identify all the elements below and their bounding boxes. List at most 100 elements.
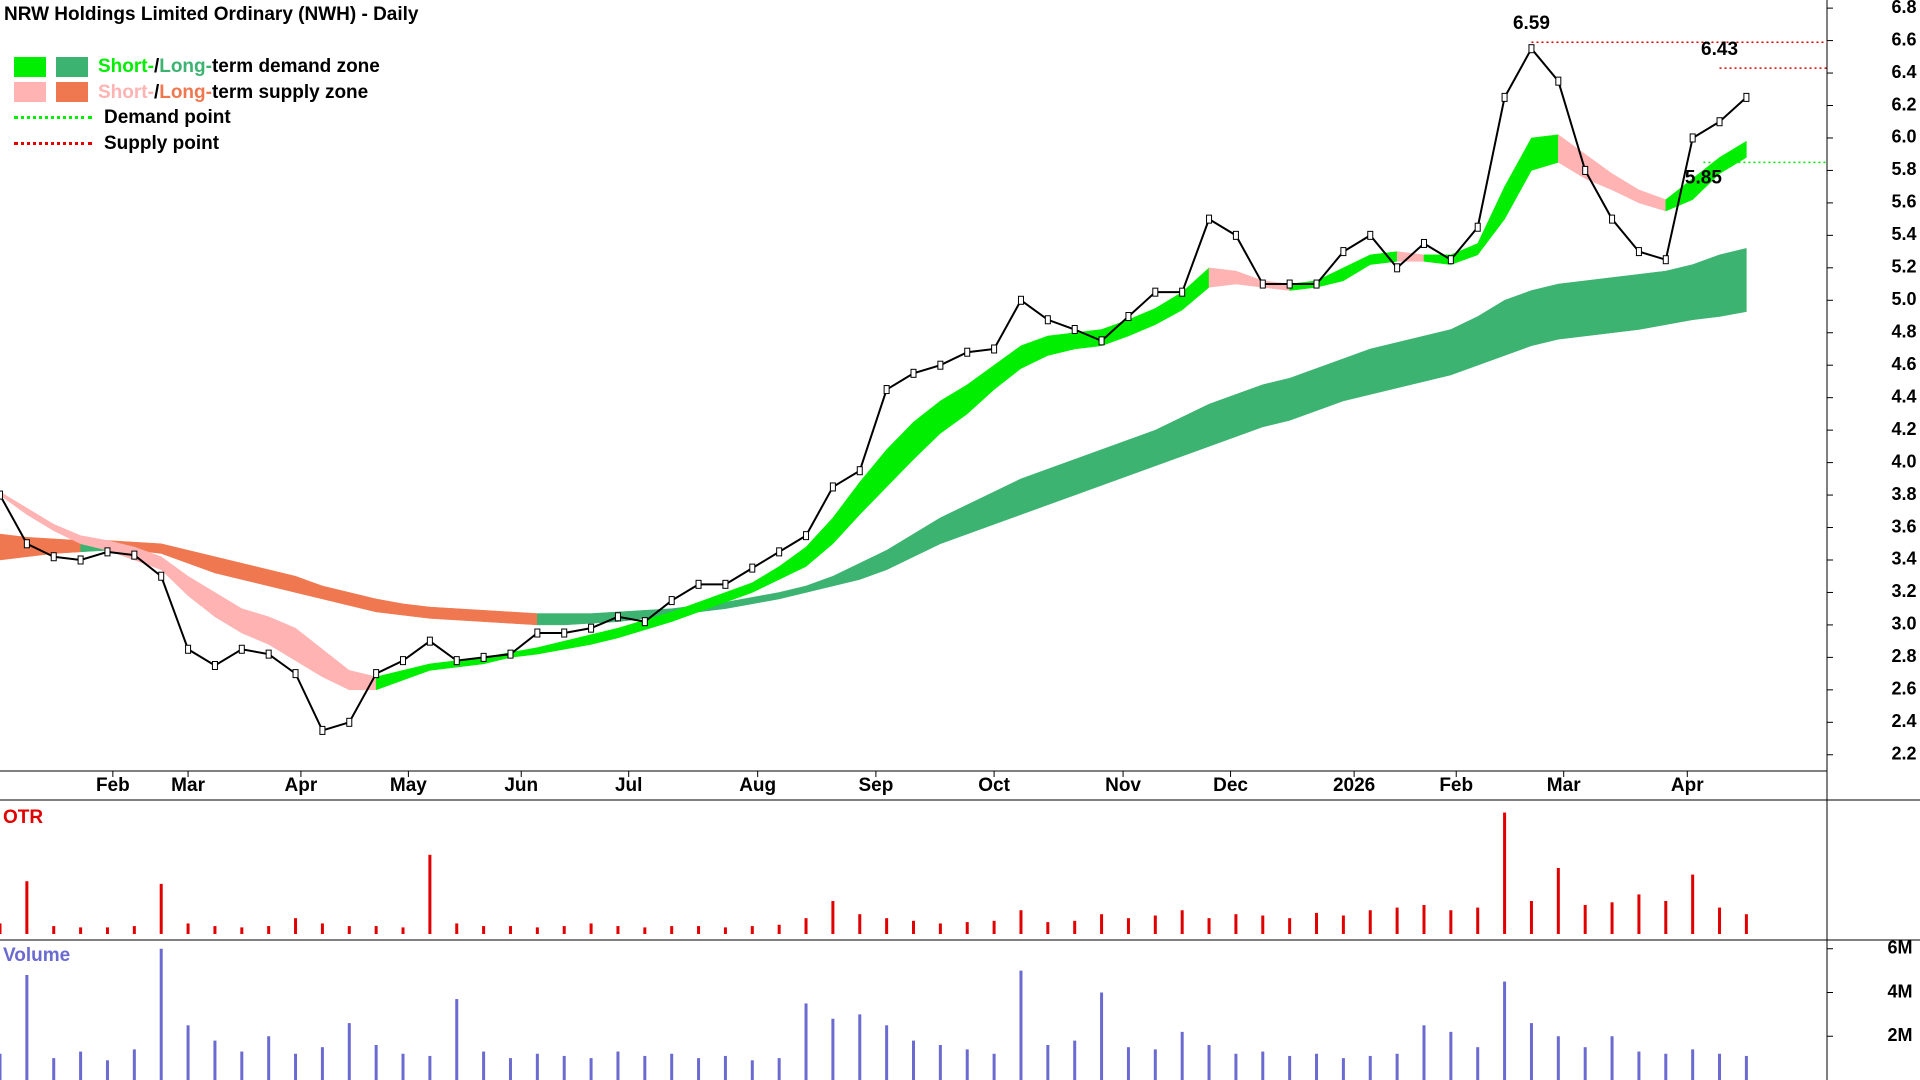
volume-bar: [482, 1051, 486, 1080]
level-label: 5.85: [1685, 167, 1722, 188]
short-term-zone: [1235, 270, 1264, 288]
otr-bar: [643, 927, 647, 934]
price-point: [77, 555, 84, 565]
volume-bar: [1556, 1036, 1560, 1080]
y-tick-label: 4M: [1887, 981, 1912, 1001]
volume-bar: [267, 1036, 271, 1080]
volume-bar: [1234, 1053, 1238, 1080]
legend-swatch: [56, 56, 88, 77]
otr-bar: [885, 918, 889, 934]
legend-text: term demand zone: [211, 56, 380, 77]
long-term-zone: [1155, 416, 1183, 467]
level-label: 6.43: [1701, 39, 1738, 60]
long-term-zone: [456, 608, 484, 622]
long-term-zone: [1558, 280, 1586, 340]
otr-bar: [1019, 910, 1023, 934]
long-term-zone: [1665, 264, 1693, 325]
short-term-zone: [295, 627, 323, 678]
legend-short: Short-: [98, 56, 154, 77]
y-tick-label: 4.8: [1891, 321, 1916, 341]
volume-bar: [1529, 1023, 1533, 1080]
short-term-zone: [537, 640, 565, 655]
otr-bar: [1046, 922, 1050, 934]
long-term-zone: [832, 562, 861, 587]
volume-bar: [132, 1049, 136, 1080]
volume-bar: [320, 1047, 324, 1080]
otr-bar: [1341, 915, 1345, 934]
volume-bar: [455, 999, 459, 1080]
long-term-zone: [940, 504, 968, 545]
price-point: [238, 644, 245, 654]
price-point: [1394, 263, 1401, 273]
otr-bar: [1368, 910, 1372, 934]
otr-bar: [858, 914, 862, 934]
price-point: [1609, 214, 1616, 224]
price-point: [1367, 230, 1374, 240]
short-term-zone: [1719, 140, 1747, 175]
otr-bar: [804, 918, 808, 934]
long-term-zone: [1396, 335, 1425, 389]
price-point: [1125, 312, 1132, 322]
otr-bar: [1288, 918, 1292, 934]
volume-bar: [1046, 1045, 1050, 1080]
short-term-zone: [402, 663, 431, 681]
otr-bar: [0, 923, 2, 934]
x-tick-label: Feb: [96, 775, 130, 796]
price-point: [803, 531, 810, 541]
volume-bar: [912, 1040, 915, 1080]
x-tick-label: Aug: [739, 775, 776, 796]
volume-bar: [508, 1058, 512, 1080]
otr-bar: [79, 927, 83, 934]
otr-bar: [616, 926, 620, 934]
y-tick-label: 5.2: [1891, 257, 1916, 277]
legend-short: Short-: [98, 81, 154, 103]
long-term-zone: [805, 575, 834, 593]
otr-bar: [831, 901, 835, 934]
volume-bar: [1637, 1051, 1641, 1080]
legend-sep: /: [153, 56, 160, 77]
volume-bar: [347, 1023, 351, 1080]
otr-bar: [132, 926, 136, 934]
otr-bar: [589, 923, 593, 934]
volume-bar: [1153, 1049, 1157, 1080]
volume-bar: [294, 1053, 298, 1080]
legend-long: Long-: [159, 56, 212, 77]
otr-bar: [1073, 920, 1077, 934]
short-term-zone: [375, 670, 404, 691]
otr-bar: [508, 926, 512, 934]
long-term-zone: [1128, 429, 1156, 476]
otr-bar: [1422, 904, 1426, 934]
price-point: [373, 669, 380, 679]
long-term-zone: [1020, 468, 1049, 515]
short-term-zone: [1638, 189, 1667, 212]
long-term-zone: [268, 569, 296, 593]
volume-bar: [938, 1045, 942, 1080]
volume-bar: [1315, 1053, 1319, 1080]
short-term-zone: [671, 601, 699, 623]
short-term-zone: [322, 648, 350, 691]
volume-bar: [1261, 1051, 1265, 1080]
price-point: [722, 579, 729, 589]
price-point: [507, 649, 514, 659]
long-term-zone: [1343, 348, 1371, 402]
volume-bar: [589, 1058, 593, 1080]
volume-bar: [0, 1053, 2, 1080]
price-point: [1528, 44, 1535, 54]
long-term-zone: [1181, 403, 1210, 457]
legend: Short- / Long-term demand zone Short- / …: [14, 54, 380, 156]
price-point: [453, 656, 460, 666]
price-point: [964, 347, 971, 357]
long-term-zone: [510, 611, 538, 626]
price-point: [158, 571, 165, 581]
otr-bar: [294, 918, 298, 934]
otr-bar: [1529, 901, 1533, 934]
long-term-zone: [1235, 384, 1264, 437]
short-term-zone: [1101, 319, 1129, 347]
long-term-zone: [993, 478, 1022, 525]
short-term-zone: [268, 616, 296, 662]
price-point: [1716, 117, 1723, 127]
long-term-zone: [322, 585, 350, 606]
volume-bar: [79, 1051, 83, 1080]
otr-bar: [240, 927, 244, 934]
otr-bar: [1180, 910, 1184, 934]
